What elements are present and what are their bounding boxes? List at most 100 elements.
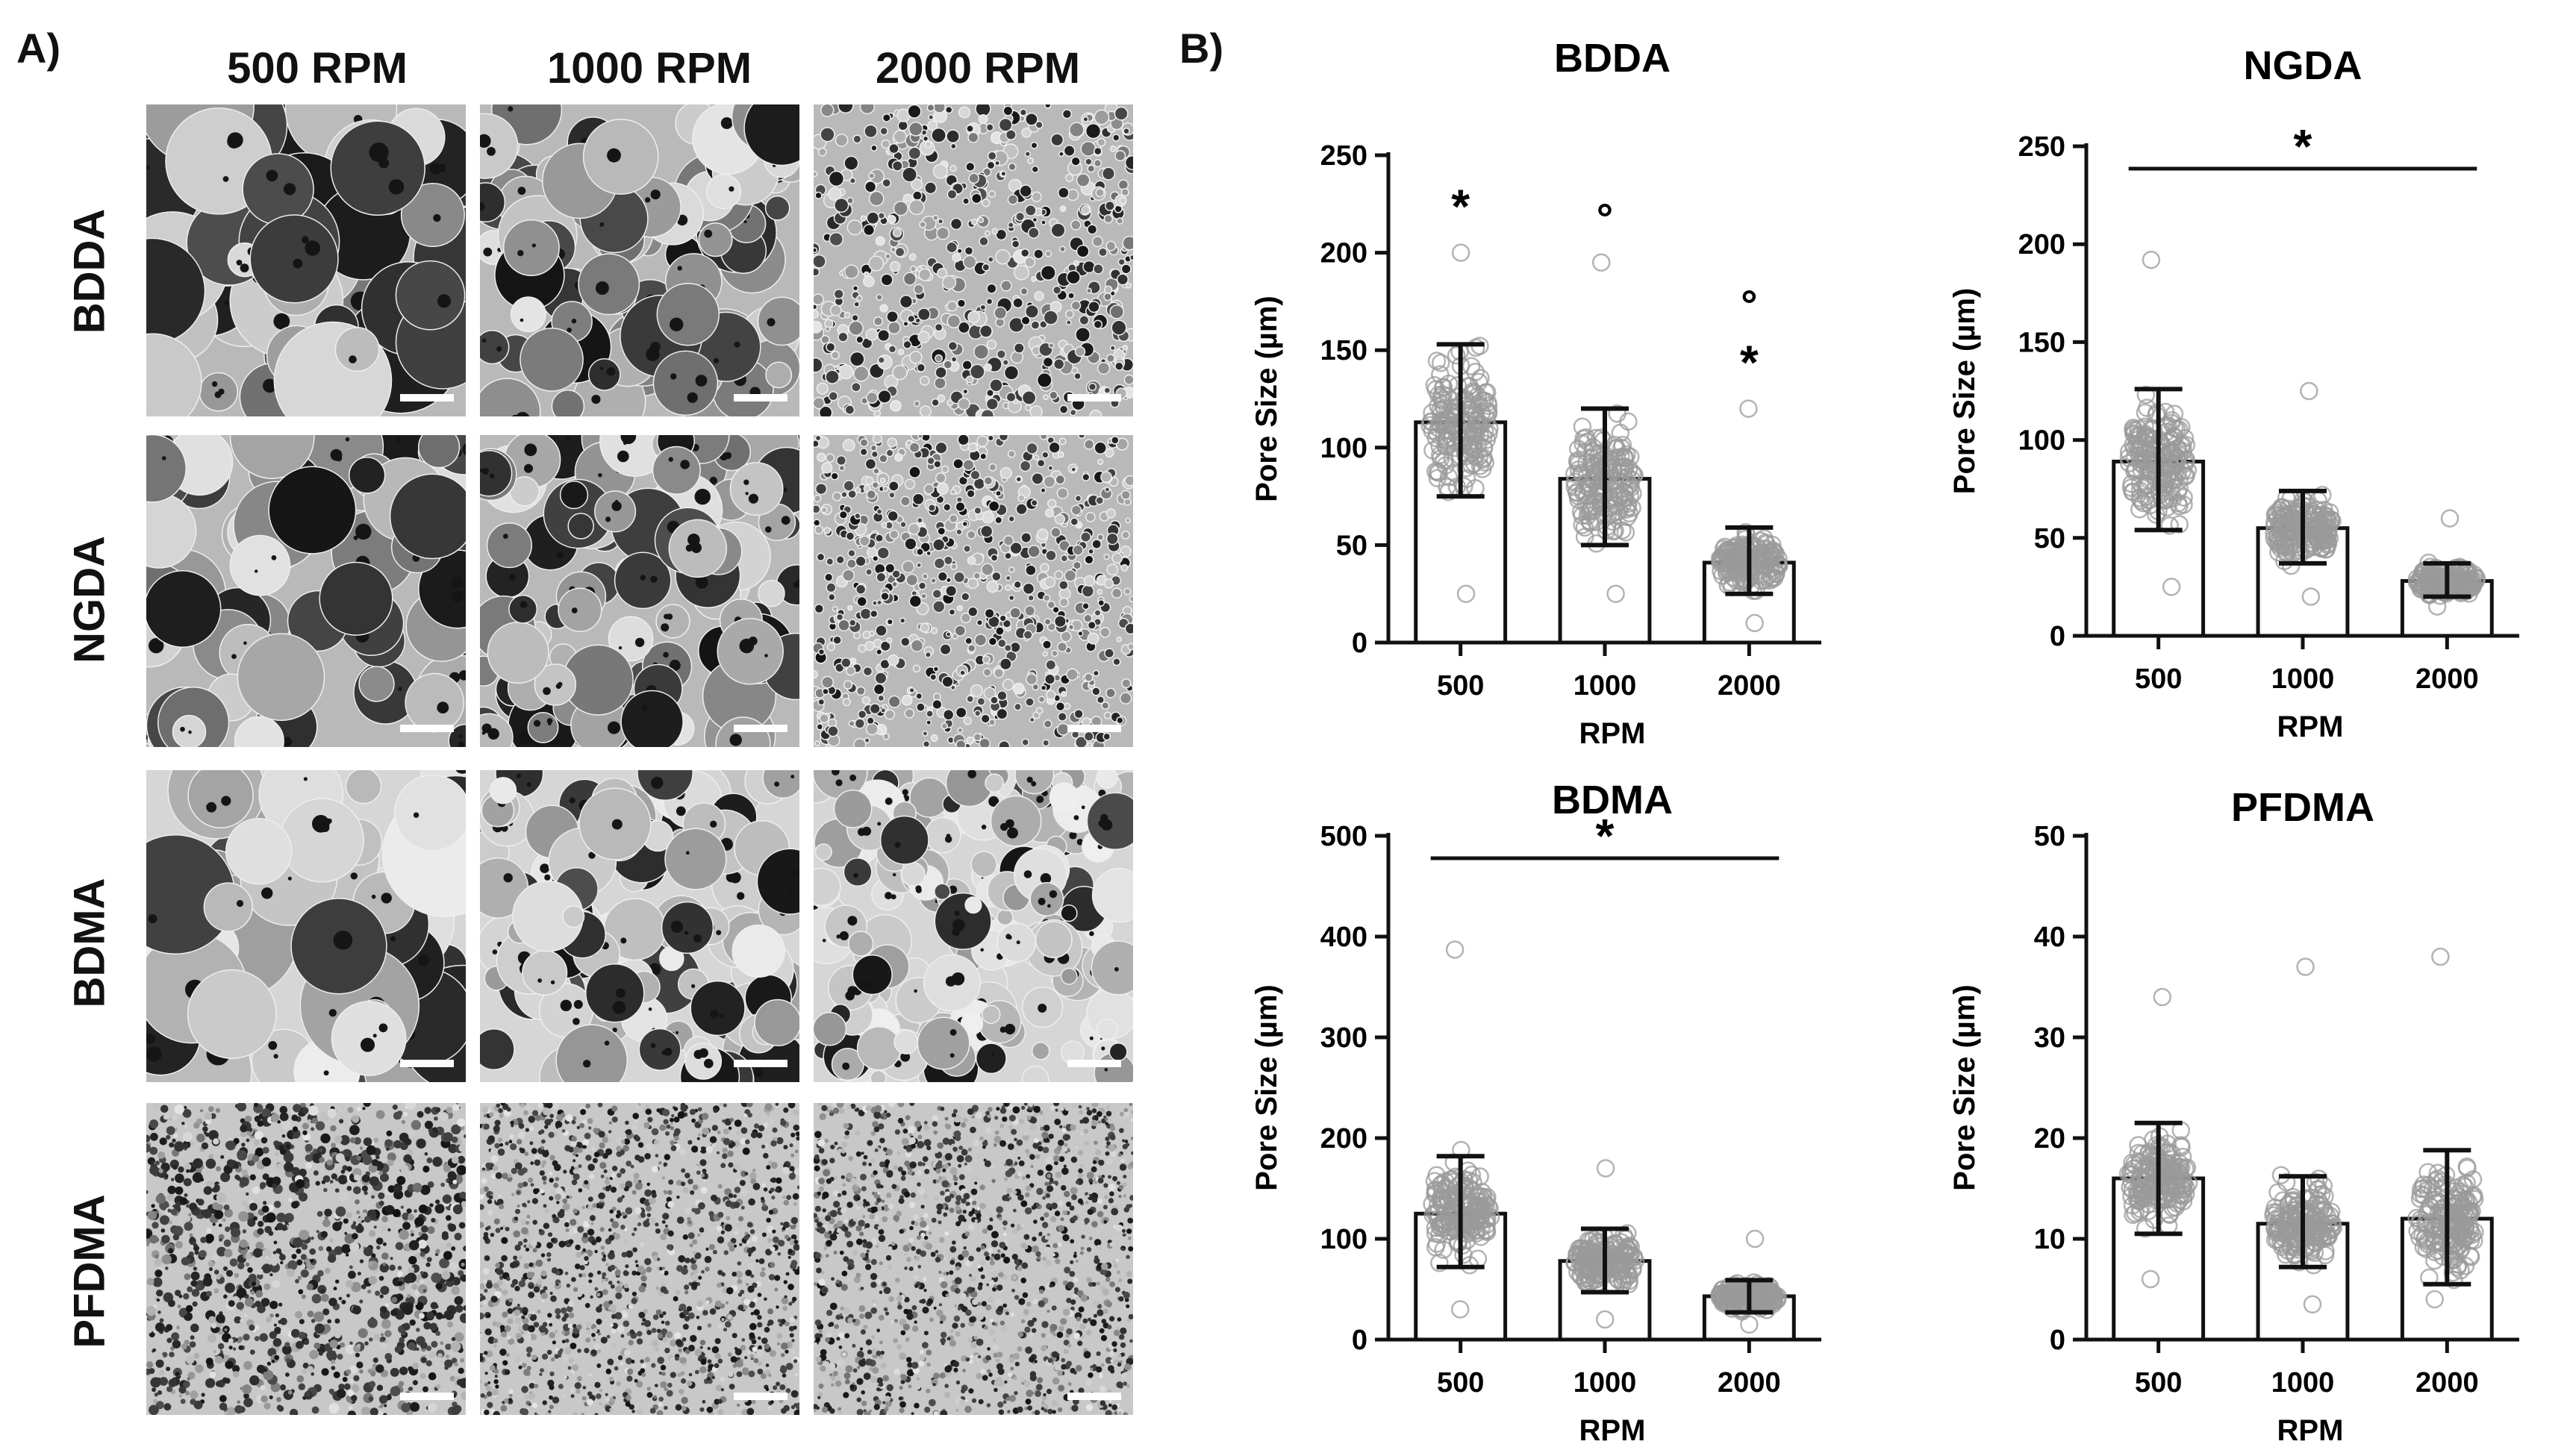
x-axis-label: RPM bbox=[1579, 1414, 1646, 1447]
y-tick-label: 300 bbox=[1320, 1022, 1367, 1054]
chart-title: BDMA bbox=[1552, 778, 1673, 822]
data-point bbox=[1596, 1159, 1615, 1178]
data-point bbox=[1479, 404, 1498, 423]
data-point bbox=[2130, 1153, 2150, 1172]
data-point bbox=[2306, 1221, 2325, 1240]
y-tick-label: 150 bbox=[1320, 335, 1367, 366]
x-tick-label: 1000 bbox=[1573, 670, 1637, 702]
data-point bbox=[1464, 1173, 1482, 1192]
data-point bbox=[2425, 1290, 2444, 1309]
data-point bbox=[2132, 461, 2151, 480]
chart-bdda: BDDA 0 50 100 150 200 250 Pore Size (µm) 500 1000… bbox=[1250, 36, 1821, 750]
data-point bbox=[2431, 947, 2450, 966]
data-point bbox=[1479, 393, 1497, 412]
y-axis-label: Pore Size (µm) bbox=[1948, 984, 1981, 1190]
data-point bbox=[2124, 1205, 2142, 1225]
data-point bbox=[1426, 1185, 1444, 1204]
y-tick-label: 200 bbox=[2018, 229, 2065, 260]
data-point bbox=[1445, 940, 1465, 959]
y-tick-label: 500 bbox=[1320, 821, 1367, 852]
data-point bbox=[2274, 514, 2293, 534]
x-tick-label: 2000 bbox=[1718, 670, 1781, 702]
row-header-ngda: NGDA bbox=[65, 536, 114, 663]
data-point bbox=[1745, 1229, 1765, 1249]
data-point bbox=[1470, 414, 1488, 434]
data-point bbox=[2442, 1196, 2462, 1216]
sem-image-bdda-2000rpm bbox=[814, 104, 1133, 416]
data-point bbox=[2454, 575, 2474, 594]
sem-image-pfdma-1000rpm bbox=[480, 1103, 799, 1415]
sem-image-ngda-500rpm bbox=[146, 435, 466, 747]
x-tick-label: 1000 bbox=[2271, 663, 2335, 695]
data-point bbox=[1462, 357, 1481, 375]
data-point bbox=[2433, 1247, 2453, 1266]
data-point bbox=[2170, 515, 2189, 534]
scale-bar bbox=[734, 1393, 787, 1400]
data-point bbox=[2412, 577, 2431, 596]
data-point bbox=[1477, 383, 1497, 402]
data-point bbox=[1454, 432, 1473, 451]
data-point bbox=[2142, 250, 2161, 269]
data-point bbox=[1616, 523, 1635, 542]
data-point bbox=[2122, 474, 2141, 493]
sem-image-bdma-1000rpm bbox=[480, 770, 799, 1082]
y-axis-label: Pore Size (µm) bbox=[1948, 288, 1981, 494]
data-point bbox=[2133, 451, 2152, 470]
data-point bbox=[2414, 1186, 2433, 1205]
y-tick-label: 100 bbox=[2018, 425, 2065, 457]
data-point bbox=[2301, 587, 2321, 606]
data-point bbox=[1427, 1234, 1447, 1253]
scale-bar bbox=[400, 394, 454, 402]
chart-title: PFDMA bbox=[2231, 785, 2374, 830]
data-point bbox=[1426, 1224, 1445, 1243]
x-tick-label: 500 bbox=[1437, 670, 1484, 702]
y-tick-label: 100 bbox=[1320, 1224, 1367, 1255]
data-point bbox=[1470, 1167, 1489, 1186]
data-point bbox=[2118, 1164, 2138, 1183]
data-point bbox=[1568, 452, 1587, 472]
data-point bbox=[2432, 570, 2451, 590]
data-point bbox=[1727, 571, 1746, 590]
chart-pfdma: PFDMA 0 10 20 30 40 50 Pore Size (µm) 500 1000 200… bbox=[1948, 785, 2519, 1447]
y-tick-label: 100 bbox=[1320, 433, 1367, 464]
y-tick-label: 200 bbox=[1320, 238, 1367, 269]
data-point bbox=[2136, 403, 2155, 422]
data-point bbox=[2145, 1210, 2164, 1229]
data-point bbox=[2452, 1184, 2471, 1203]
data-point bbox=[1579, 503, 1598, 522]
data-point bbox=[1624, 466, 1644, 485]
y-tick-label: 200 bbox=[1320, 1123, 1367, 1155]
data-point bbox=[2303, 1295, 2322, 1314]
data-point bbox=[2153, 987, 2172, 1007]
data-point bbox=[1422, 412, 1441, 431]
data-point bbox=[1473, 1187, 1493, 1206]
data-point bbox=[1472, 404, 1491, 422]
data-point bbox=[1745, 613, 1764, 633]
scale-bar bbox=[1067, 1060, 1121, 1067]
chart-ngda: NGDA 0 50 100 150 200 250 Pore Size (µm) 500 1000… bbox=[1948, 43, 2519, 743]
data-point bbox=[2131, 425, 2150, 445]
x-tick-label: 2000 bbox=[2415, 663, 2479, 695]
y-tick-label: 0 bbox=[1352, 1325, 1367, 1356]
data-point bbox=[2274, 532, 2293, 551]
data-point bbox=[2128, 430, 2148, 449]
data-point bbox=[2456, 1228, 2475, 1247]
data-point bbox=[2136, 487, 2155, 507]
sem-image-pfdma-500rpm bbox=[146, 1103, 466, 1415]
significance-marker: ° bbox=[1597, 195, 1613, 242]
data-point bbox=[1471, 1228, 1491, 1246]
data-point bbox=[1466, 338, 1485, 357]
data-point bbox=[2454, 1197, 2472, 1216]
data-point bbox=[2316, 517, 2336, 537]
data-point bbox=[1565, 464, 1584, 484]
y-tick-label: 20 bbox=[2034, 1123, 2065, 1155]
data-point bbox=[2177, 466, 2195, 486]
x-tick-label: 500 bbox=[1437, 1367, 1484, 1399]
data-point bbox=[1480, 1199, 1499, 1218]
data-point bbox=[1437, 437, 1456, 456]
data-point bbox=[1611, 423, 1630, 443]
sem-image-bdma-500rpm bbox=[146, 770, 466, 1082]
data-point bbox=[2174, 488, 2193, 507]
data-point bbox=[1574, 1258, 1593, 1278]
data-point bbox=[1436, 456, 1455, 475]
